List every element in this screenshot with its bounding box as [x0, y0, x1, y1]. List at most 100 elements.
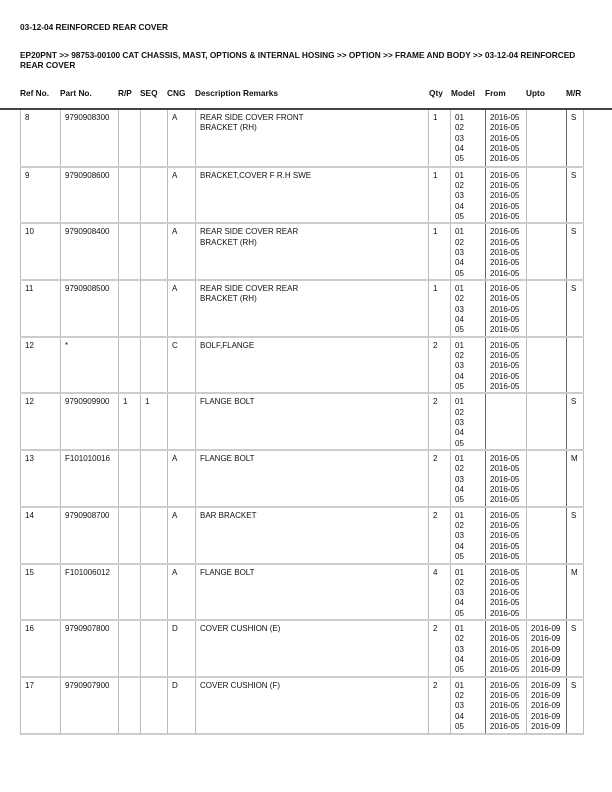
cell-upto: [526, 110, 567, 168]
cell-qty: 2: [428, 506, 451, 564]
cell-rp: [118, 506, 141, 564]
cell-qty: 1: [428, 280, 451, 338]
cell-desc: BRACKET,COVER F R.H SWE: [195, 166, 429, 224]
column-header: Ref No.: [20, 88, 50, 98]
cell-part: *: [60, 336, 119, 394]
cell-part: F101006012: [60, 563, 119, 621]
page-title: 03-12-04 REINFORCED REAR COVER: [20, 22, 168, 32]
cell-part: F101010016: [60, 450, 119, 508]
cell-ref: 13: [20, 450, 61, 508]
cell-upto: [526, 563, 567, 621]
cell-desc: BOLF,FLANGE: [195, 336, 429, 394]
cell-part: 9790909900: [60, 393, 119, 451]
cell-seq: [140, 676, 168, 735]
cell-cng: A: [167, 450, 196, 508]
cell-rp: [118, 223, 141, 281]
cell-qty: 1: [428, 223, 451, 281]
cell-from: 2016-05 2016-05 2016-05 2016-05 2016-05: [485, 223, 527, 281]
table-row: 9 9790908600 A BRACKET,COVER F R.H SWE 1 01 02…: [20, 166, 584, 224]
cell-models: 01 02 03 04 05: [450, 450, 486, 508]
table-row: 8 9790908300 A REAR SIDE COVER FRONT BRACKET…: [20, 110, 584, 168]
cell-models: 01 02 03 04 05: [450, 506, 486, 564]
cell-desc: REAR SIDE COVER FRONT BRACKET (RH): [195, 110, 429, 168]
cell-upto: [526, 450, 567, 508]
cell-ref: 12: [20, 393, 61, 451]
cell-upto: 2016-09 2016-09 2016-09 2016-09 2016-09: [526, 676, 567, 735]
cell-ref: 15: [20, 563, 61, 621]
cell-rp: 1: [118, 393, 141, 451]
column-header: M/R: [566, 88, 582, 98]
cell-cng: [167, 393, 196, 451]
cell-seq: [140, 450, 168, 508]
parts-table: 8 9790908300 A REAR SIDE COVER FRONT BRACKET…: [20, 110, 584, 735]
cell-cng: A: [167, 280, 196, 338]
cell-mr: M: [566, 563, 584, 621]
cell-part: 9790908500: [60, 280, 119, 338]
cell-upto: [526, 166, 567, 224]
table-row: 14 9790908700 A BAR BRACKET 2 01 02 03 04 05 2016-…: [20, 506, 584, 564]
cell-models: 01 02 03 04 05: [450, 393, 486, 451]
cell-desc: COVER CUSHION (F): [195, 676, 429, 735]
cell-mr: [566, 336, 584, 394]
cell-ref: 16: [20, 620, 61, 678]
cell-seq: [140, 223, 168, 281]
table-row: 10 9790908400 A REAR SIDE COVER REAR BRACKET…: [20, 223, 584, 281]
table-header: Ref No. Part No. R/P SEQ CNG Description Rema…: [0, 88, 612, 110]
table-row: 13 F101010016 A FLANGE BOLT 2 01 02 03 04 05 2016-…: [20, 450, 584, 508]
cell-part: 9790907900: [60, 676, 119, 735]
cell-from: 2016-05 2016-05 2016-05 2016-05 2016-05: [485, 563, 527, 621]
cell-upto: [526, 506, 567, 564]
cell-part: 9790908400: [60, 223, 119, 281]
cell-mr: S: [566, 676, 584, 735]
cell-rp: [118, 676, 141, 735]
cell-rp: [118, 450, 141, 508]
cell-upto: 2016-09 2016-09 2016-09 2016-09 2016-09: [526, 620, 567, 678]
cell-models: 01 02 03 04 05: [450, 166, 486, 224]
cell-upto: [526, 280, 567, 338]
column-header: Qty: [429, 88, 443, 98]
cell-rp: [118, 563, 141, 621]
cell-cng: D: [167, 620, 196, 678]
cell-mr: S: [566, 223, 584, 281]
cell-models: 01 02 03 04 05: [450, 280, 486, 338]
cell-models: 01 02 03 04 05: [450, 563, 486, 621]
cell-desc: REAR SIDE COVER REAR BRACKET (RH): [195, 280, 429, 338]
cell-from: 2016-05 2016-05 2016-05 2016-05 2016-05: [485, 450, 527, 508]
column-header: R/P: [118, 88, 132, 98]
cell-seq: [140, 280, 168, 338]
cell-ref: 17: [20, 676, 61, 735]
cell-desc: COVER CUSHION (E): [195, 620, 429, 678]
cell-desc: FLANGE BOLT: [195, 393, 429, 451]
cell-seq: [140, 506, 168, 564]
column-header: Model: [451, 88, 475, 98]
column-header: Description Remarks: [195, 88, 279, 98]
table-row: 12 9790909900 1 1 FLANGE BOLT 2 01 02 03 04 05 S: [20, 393, 584, 451]
cell-models: 01 02 03 04 05: [450, 336, 486, 394]
cell-desc: FLANGE BOLT: [195, 450, 429, 508]
cell-models: 01 02 03 04 05: [450, 620, 486, 678]
cell-part: 9790908600: [60, 166, 119, 224]
cell-from: 2016-05 2016-05 2016-05 2016-05 2016-05: [485, 336, 527, 394]
table-row: 17 9790907900 D COVER CUSHION (F) 2 01 02 03 04 0…: [20, 676, 584, 735]
cell-from: 2016-05 2016-05 2016-05 2016-05 2016-05: [485, 280, 527, 338]
cell-from: [485, 393, 527, 451]
cell-cng: D: [167, 676, 196, 735]
cell-qty: 2: [428, 450, 451, 508]
cell-mr: S: [566, 280, 584, 338]
cell-seq: [140, 620, 168, 678]
cell-seq: [140, 166, 168, 224]
column-header: Upto: [526, 88, 545, 98]
cell-seq: 1: [140, 393, 168, 451]
cell-upto: [526, 336, 567, 394]
cell-cng: A: [167, 166, 196, 224]
cell-mr: S: [566, 393, 584, 451]
cell-desc: BAR BRACKET: [195, 506, 429, 564]
table-row: 12 * C BOLF,FLANGE 2 01 02 03 04 05 2016-05 2016-0…: [20, 336, 584, 394]
cell-cng: A: [167, 506, 196, 564]
cell-upto: [526, 393, 567, 451]
cell-ref: 11: [20, 280, 61, 338]
cell-from: 2016-05 2016-05 2016-05 2016-05 2016-05: [485, 506, 527, 564]
cell-cng: A: [167, 223, 196, 281]
cell-mr: S: [566, 620, 584, 678]
cell-from: 2016-05 2016-05 2016-05 2016-05 2016-05: [485, 110, 527, 168]
